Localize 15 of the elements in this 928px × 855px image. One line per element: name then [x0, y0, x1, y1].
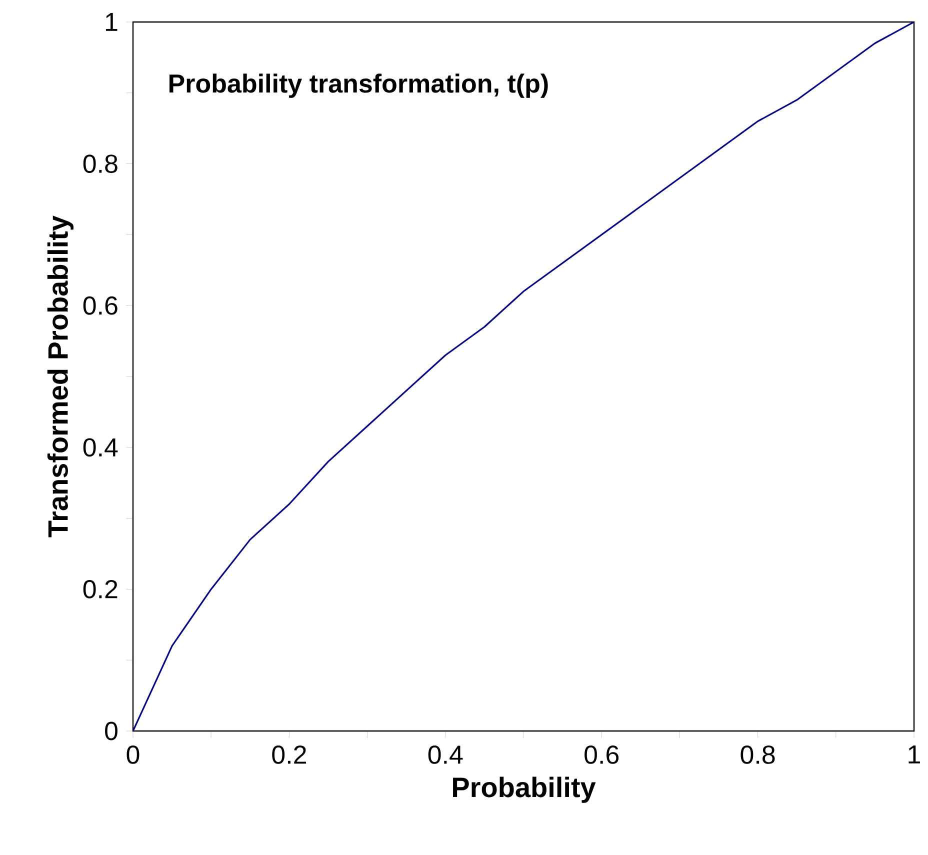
x-tick-label: 0.2: [272, 746, 306, 764]
x-tick-label: 0.6: [584, 746, 619, 764]
y-tick-label: 0.4: [83, 438, 118, 457]
y-tick-label: 1: [106, 13, 118, 31]
x-tick-label: 0: [126, 746, 140, 764]
y-tick-label: 0.8: [83, 154, 118, 173]
y-tick-label: 0.2: [83, 580, 118, 598]
y-tick-label: 0.6: [83, 296, 118, 315]
x-tick-label: 0.4: [428, 746, 463, 764]
x-axis-title: Probability: [453, 776, 596, 803]
x-tick-label: 1: [908, 746, 920, 764]
y-axis-title: Transformed Probability: [47, 216, 74, 538]
y-tick-label: 0: [105, 722, 118, 740]
text: Probability transformation, t(p): [169, 74, 548, 98]
x-tick-label: 0.8: [740, 746, 775, 764]
